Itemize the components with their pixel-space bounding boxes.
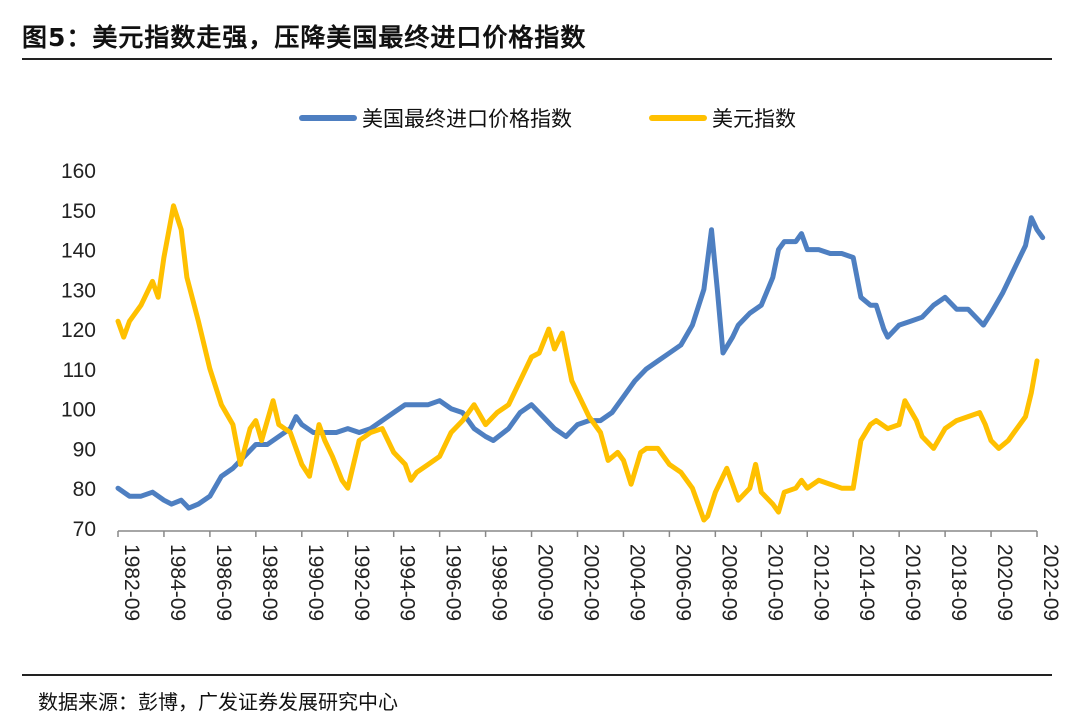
x-tick-label: 1984-09 xyxy=(166,544,189,621)
x-tick-label: 1992-09 xyxy=(350,544,373,621)
x-tick-label: 2014-09 xyxy=(855,544,878,621)
x-tick-label: 1990-09 xyxy=(304,544,327,621)
x-tick-label: 2018-09 xyxy=(947,544,970,621)
x-tick-label: 1982-09 xyxy=(120,544,143,621)
x-tick-label: 1994-09 xyxy=(396,544,419,621)
x-tick-label: 2002-09 xyxy=(580,544,603,621)
series-line-1 xyxy=(115,215,1046,511)
y-axis: 70 80 90 100 110 120 130 140 150 160 xyxy=(61,160,96,541)
x-tick-label: 2000-09 xyxy=(534,544,557,621)
x-tick-label: 2020-09 xyxy=(993,544,1016,621)
x-tick-label: 2016-09 xyxy=(901,544,924,621)
x-tick-label: 2012-09 xyxy=(809,544,832,621)
plot-area xyxy=(115,203,1046,523)
y-tick-label: 120 xyxy=(61,319,96,342)
legend-label: 美元指数 xyxy=(712,107,796,131)
y-tick-label: 110 xyxy=(63,359,96,382)
y-tick-label: 150 xyxy=(61,200,96,223)
x-tick-label: 1998-09 xyxy=(488,544,511,621)
source-rule xyxy=(22,674,1052,676)
x-tick-label: 2006-09 xyxy=(671,544,694,621)
x-tick-label: 1996-09 xyxy=(442,544,465,621)
x-tick-label: 2022-09 xyxy=(1039,544,1062,621)
line-chart: 美国最终进口价格指数 美元指数 70 80 90 100 110 120 130 140 150 1… xyxy=(61,107,1062,621)
legend-label: 美国最终进口价格指数 xyxy=(362,107,572,131)
x-tick-label: 1988-09 xyxy=(258,544,281,621)
y-tick-label: 160 xyxy=(61,160,96,183)
y-tick-label: 140 xyxy=(61,240,96,263)
y-tick-label: 130 xyxy=(61,279,96,302)
source-note: 数据来源：彭博，广发证券发展研究中心 xyxy=(38,690,398,714)
x-tick-label: 2010-09 xyxy=(763,544,786,621)
chart-legend: 美国最终进口价格指数 美元指数 xyxy=(299,107,796,131)
x-tick-label: 1986-09 xyxy=(212,544,235,621)
y-tick-label: 80 xyxy=(73,478,96,501)
y-tick-label: 90 xyxy=(73,438,96,461)
y-tick-label: 100 xyxy=(61,399,96,422)
x-tick-label: 2004-09 xyxy=(625,544,648,621)
series-line-2 xyxy=(115,203,1040,523)
figure-title: 图5：美元指数走强，压降美国最终进口价格指数 xyxy=(22,23,587,52)
title-rule xyxy=(22,58,1052,60)
x-axis: 1982-09 1984-09 1986-09 1988-09 1990-09 1992-… xyxy=(117,530,1062,621)
x-tick-label: 2008-09 xyxy=(717,544,740,621)
y-tick-label: 70 xyxy=(73,518,96,541)
